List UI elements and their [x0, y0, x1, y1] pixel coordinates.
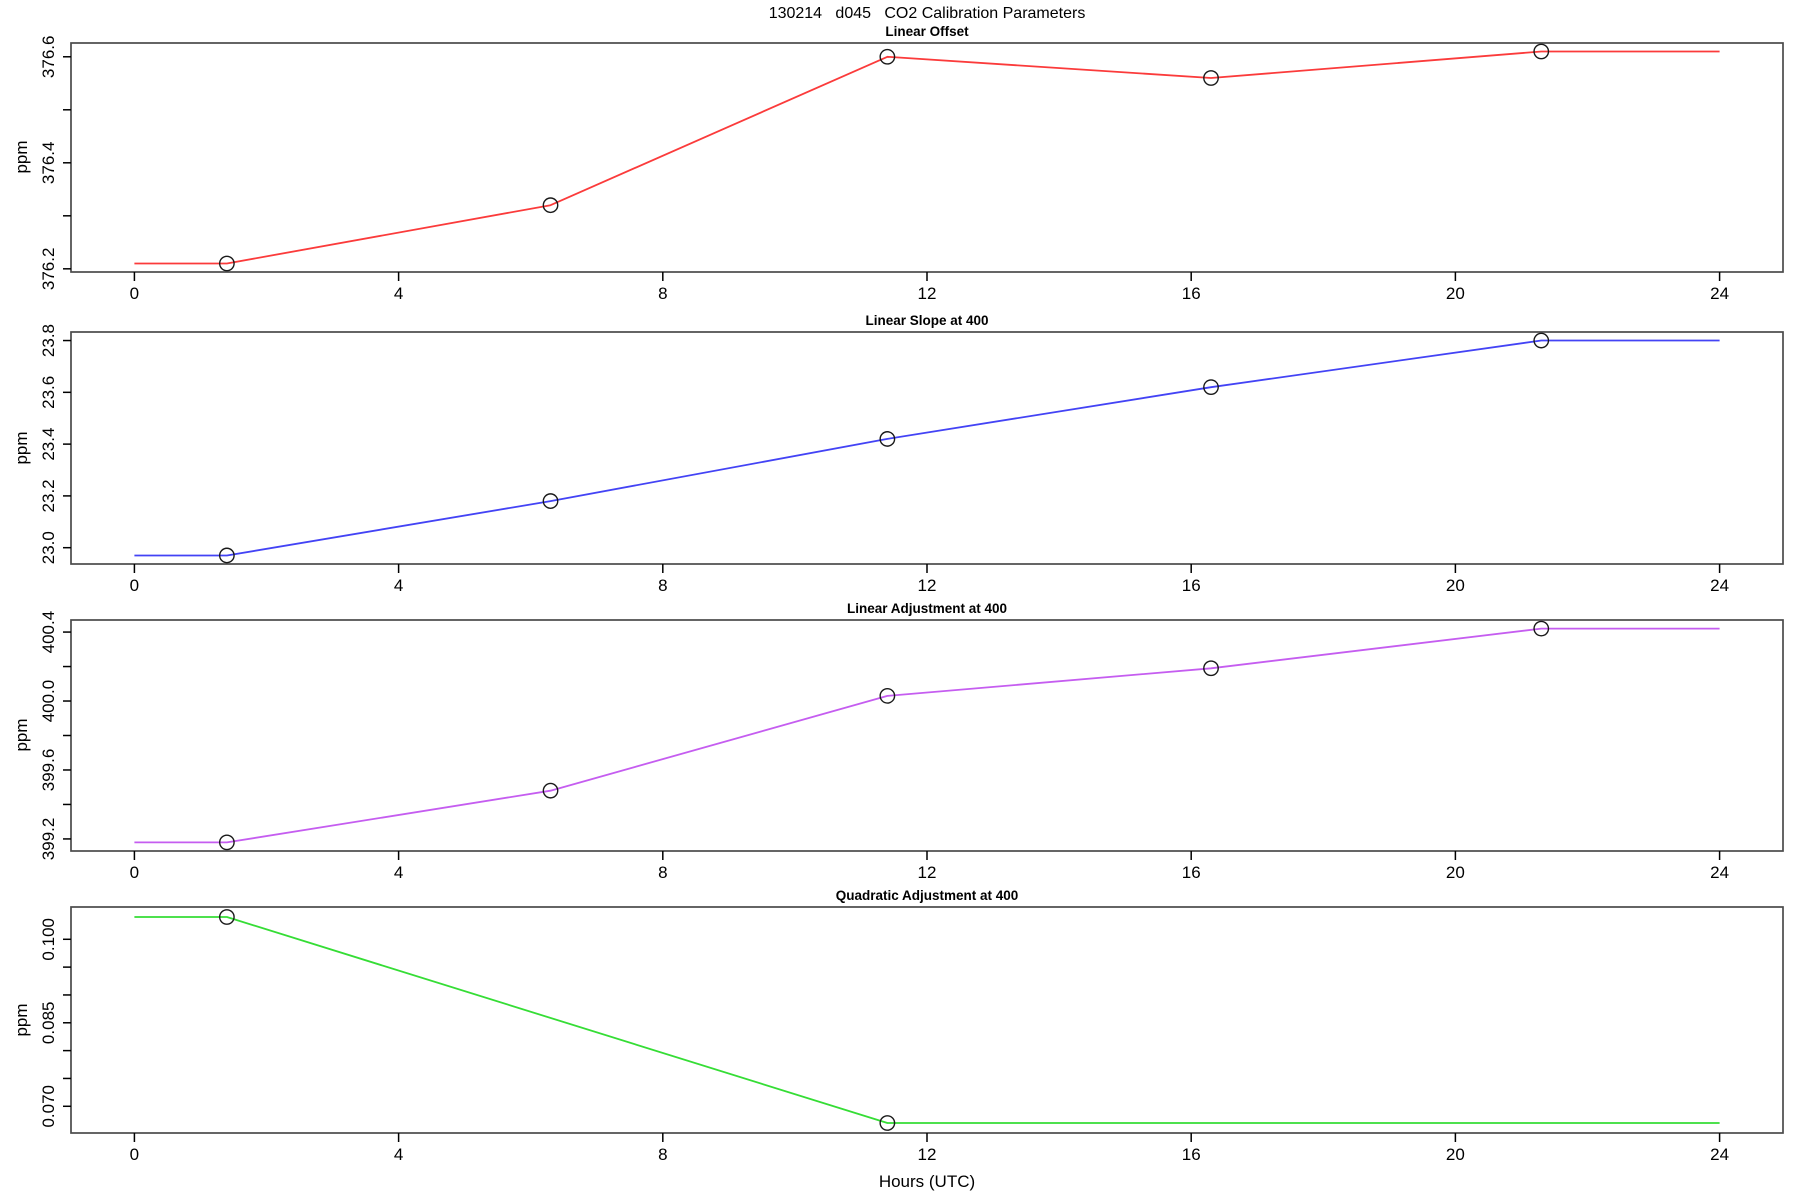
- x-tick-label: 16: [1182, 863, 1201, 882]
- data-point-marker: [542, 782, 559, 799]
- y-tick-label: 23.6: [39, 376, 58, 409]
- panel-title-linear-offset: Linear Offset: [885, 24, 969, 39]
- y-tick-label: 23.0: [39, 531, 58, 564]
- x-tick-label: 24: [1710, 284, 1729, 303]
- x-tick-label: 4: [394, 863, 403, 882]
- data-point-marker: [879, 687, 896, 704]
- data-point-marker: [1203, 660, 1219, 677]
- panel-title-quadratic-adjustment: Quadratic Adjustment at 400: [835, 888, 1019, 903]
- x-tick-label: 24: [1710, 1145, 1729, 1164]
- x-tick-label: 0: [130, 863, 139, 882]
- data-point-marker: [1203, 379, 1219, 396]
- x-tick-label: 4: [394, 576, 403, 595]
- data-point-marker: [218, 909, 235, 925]
- x-tick-label: 16: [1182, 1145, 1201, 1164]
- data-point-marker: [218, 834, 235, 851]
- x-tick-label: 20: [1446, 284, 1465, 303]
- data-point-marker: [879, 1115, 896, 1131]
- y-tick-label: 0.100: [39, 918, 58, 961]
- x-tick-label: 16: [1182, 284, 1201, 303]
- x-tick-label: 0: [130, 576, 139, 595]
- panel-quadratic-adjustment: 0.070 0.085 0.100 0 4 8 12 16 20 24: [39, 906, 1784, 1164]
- y-tick-label: 400.4: [39, 611, 58, 654]
- x-tick-label: 4: [394, 1145, 403, 1164]
- x-tick-label: 8: [658, 1145, 667, 1164]
- data-point-marker: [879, 48, 896, 65]
- panel-title-linear-slope: Linear Slope at 400: [865, 313, 989, 328]
- data-point-marker: [542, 493, 559, 509]
- x-tick-label: 12: [918, 576, 937, 595]
- data-point-marker: [542, 197, 559, 214]
- data-point-marker: [1533, 620, 1550, 637]
- plot-box: [70, 619, 1784, 852]
- panel-linear-adjustment: 399.2 399.6 400.0 400.4 0 4 8 12 16 20 24: [39, 611, 1784, 882]
- data-point-marker: [218, 547, 235, 564]
- x-tick-label: 24: [1710, 863, 1729, 882]
- x-tick-label: 8: [658, 284, 667, 303]
- y-tick-label: 0.085: [39, 1002, 58, 1045]
- x-tick-label: 12: [918, 1145, 937, 1164]
- y-tick-label: 23.8: [39, 324, 58, 357]
- panel-linear-offset: 376.2 376.4 376.6 0 4 8 12 16 20 24: [39, 36, 1784, 303]
- panel-linear-slope: 23.0 23.2 23.4 23.6 23.8 0 4 8 12 16 20 24: [39, 324, 1784, 595]
- y-tick-label: 0.070: [39, 1085, 58, 1128]
- x-tick-label: 4: [394, 284, 403, 303]
- data-line-quadratic-adjustment: [134, 916, 1720, 1124]
- x-tick-label: 24: [1710, 576, 1729, 595]
- data-point-marker: [1533, 332, 1550, 349]
- x-tick-label: 0: [130, 284, 139, 303]
- data-point-marker: [218, 255, 235, 272]
- x-tick-label: 20: [1446, 1145, 1465, 1164]
- x-tick-label: 8: [658, 576, 667, 595]
- x-tick-label: 12: [918, 284, 937, 303]
- data-point-marker: [1533, 43, 1550, 60]
- data-line-linear-offset: [134, 50, 1720, 265]
- x-tick-label: 8: [658, 863, 667, 882]
- plot-box: [70, 42, 1784, 273]
- y-tick-label: 376.6: [39, 36, 58, 79]
- x-tick-label: 0: [130, 1145, 139, 1164]
- plot-box: [70, 906, 1784, 1134]
- x-tick-label: 20: [1446, 576, 1465, 595]
- x-tick-label: 16: [1182, 576, 1201, 595]
- data-point-marker: [879, 431, 896, 447]
- data-line-linear-slope: [134, 339, 1720, 557]
- y-tick-label: 376.4: [39, 142, 58, 185]
- y-tick-label: 399.6: [39, 749, 58, 792]
- y-tick-label: 23.4: [39, 428, 58, 461]
- data-point-marker: [1203, 70, 1219, 86]
- y-tick-label: 400.0: [39, 680, 58, 723]
- data-line-linear-adjustment: [134, 627, 1720, 844]
- y-tick-label: 399.2: [39, 818, 58, 861]
- panel-title-linear-adjustment: Linear Adjustment at 400: [846, 601, 1008, 616]
- main-title: 130214 d045 CO2 Calibration Parameters: [768, 5, 1086, 22]
- plot-box: [70, 331, 1784, 565]
- x-tick-label: 12: [918, 863, 937, 882]
- x-axis-label: Hours (UTC): [878, 1172, 976, 1191]
- y-tick-label: 376.2: [39, 248, 58, 291]
- y-tick-label: 23.2: [39, 479, 58, 512]
- x-tick-label: 20: [1446, 863, 1465, 882]
